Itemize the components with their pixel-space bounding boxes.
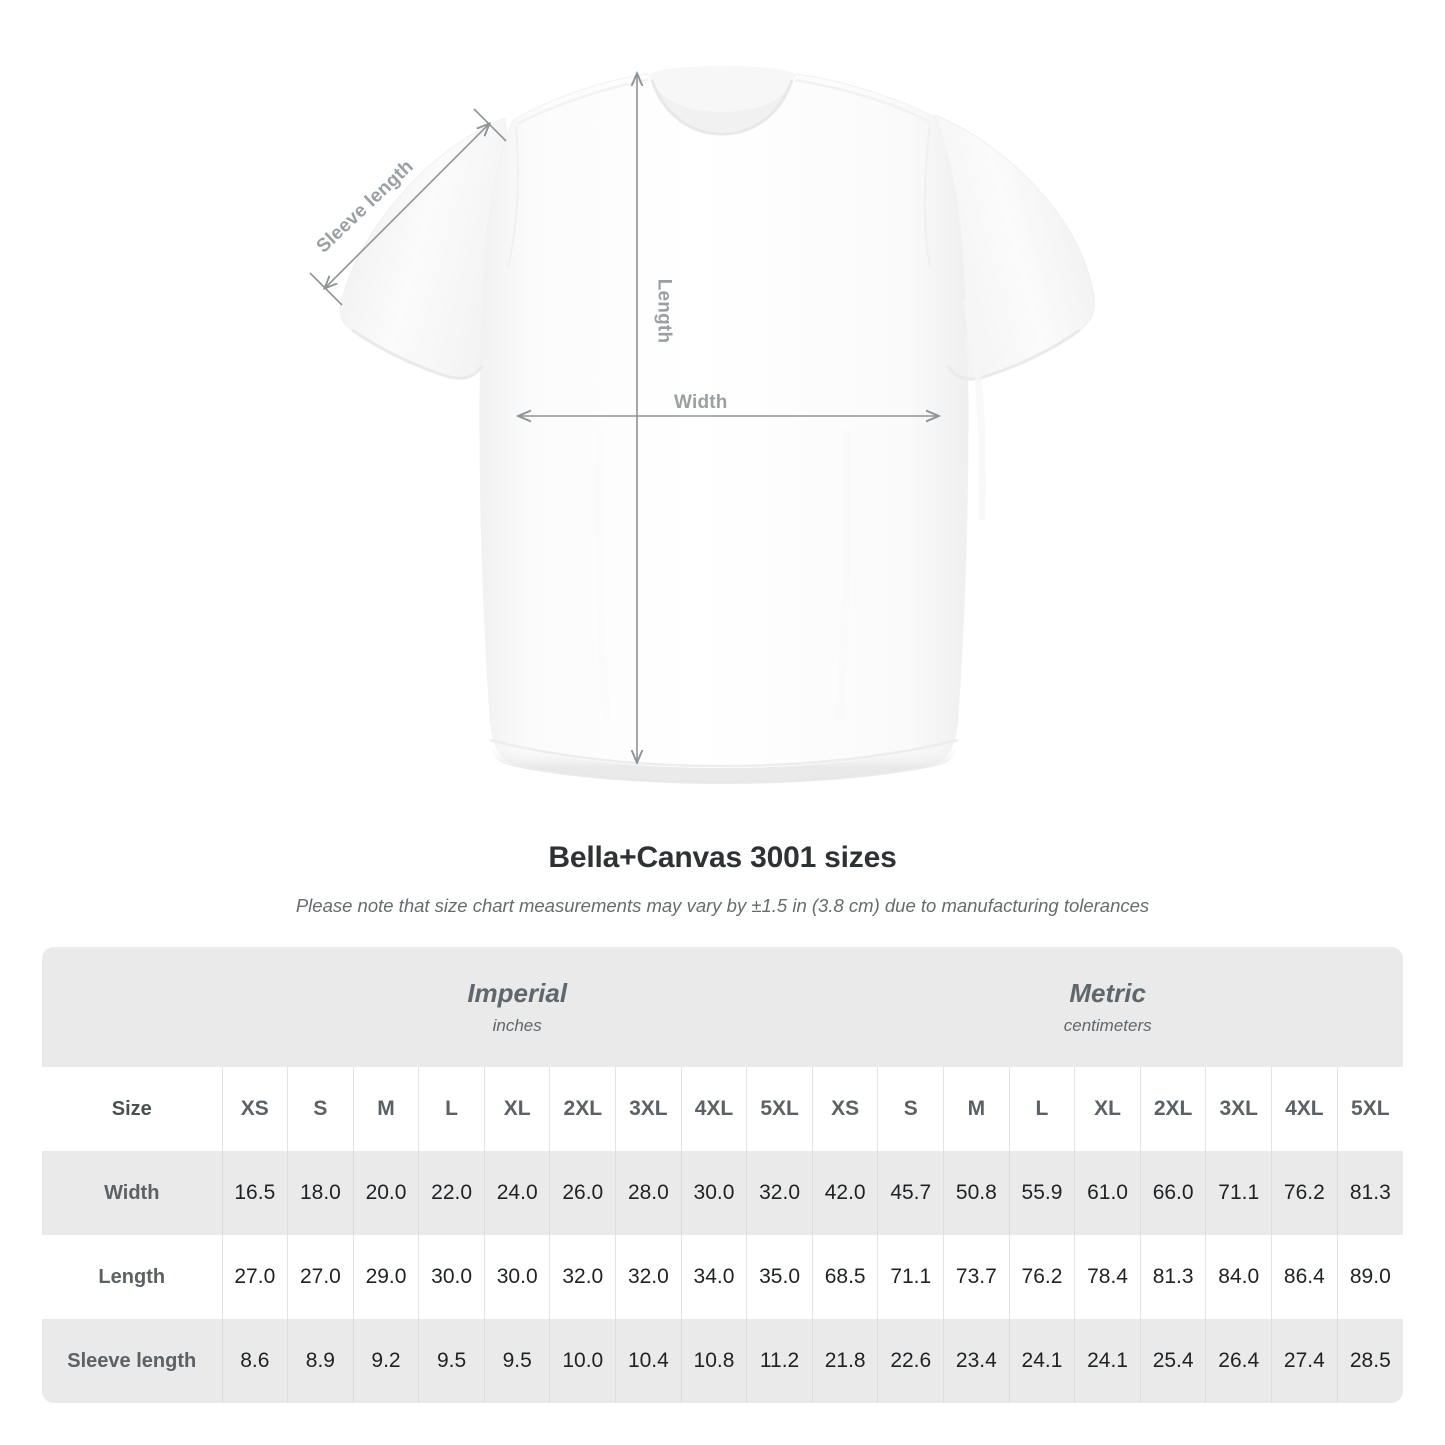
measurement-cell: 22.6 xyxy=(877,1319,944,1403)
measurement-cell: 10.4 xyxy=(615,1319,682,1403)
measurement-cell: 71.1 xyxy=(1205,1151,1272,1235)
unit-banner-row: Imperial inches Metric centimeters xyxy=(42,947,1403,1067)
measurement-cell: 22.0 xyxy=(418,1151,485,1235)
size-header-cell: L xyxy=(418,1067,485,1151)
table-row: Length 27.0 27.0 29.0 30.0 30.0 32.0 32.0 34.0 35… xyxy=(42,1235,1403,1319)
measurement-cell: 34.0 xyxy=(680,1235,747,1319)
size-header-cell: 3XL xyxy=(615,1067,682,1151)
tshirt-illustration xyxy=(309,66,1095,784)
measurement-cell: 78.4 xyxy=(1074,1235,1141,1319)
measurement-cell: 9.2 xyxy=(352,1319,419,1403)
measurement-cell: 32.0 xyxy=(746,1151,813,1235)
measurement-cell: 32.0 xyxy=(615,1235,682,1319)
measurement-cell: 8.6 xyxy=(221,1319,288,1403)
measurement-row-label: Width xyxy=(42,1151,223,1235)
table-row: Sleeve length 8.6 8.9 9.2 9.5 9.5 10.0 10.4 10.8… xyxy=(42,1319,1403,1403)
measurement-cell: 11.2 xyxy=(746,1319,813,1403)
size-header-cell: M xyxy=(352,1067,419,1151)
tshirt-measurement-diagram: Sleeve length Length Width xyxy=(309,66,1095,784)
tolerance-note: Please note that size chart measurements… xyxy=(295,895,1150,916)
size-header-cell: 2XL xyxy=(549,1067,616,1151)
measurement-cell: 73.7 xyxy=(943,1235,1010,1319)
measurement-cell: 28.5 xyxy=(1336,1319,1403,1403)
measurement-cell: 16.5 xyxy=(221,1151,288,1235)
measurement-cell: 45.7 xyxy=(877,1151,944,1235)
table-row: Width 16.5 18.0 20.0 22.0 24.0 26.0 28.0 30.0 32.… xyxy=(42,1151,1403,1235)
measurement-cell: 24.1 xyxy=(1008,1319,1075,1403)
size-header-cell: 3XL xyxy=(1205,1067,1272,1151)
size-header-cell: S xyxy=(287,1067,354,1151)
unit-group-metric: Metric centimeters xyxy=(812,947,1403,1067)
measurement-cell: 27.4 xyxy=(1271,1319,1338,1403)
unit-group-name: Imperial xyxy=(467,977,568,1008)
measurement-cell: 26.0 xyxy=(549,1151,616,1235)
measurement-cell: 9.5 xyxy=(483,1319,550,1403)
measurement-cell: 29.0 xyxy=(352,1235,419,1319)
size-header-cell: XL xyxy=(483,1067,550,1151)
measurement-cell: 30.0 xyxy=(680,1151,747,1235)
measurement-cell: 86.4 xyxy=(1271,1235,1338,1319)
measurement-cell: 84.0 xyxy=(1205,1235,1272,1319)
measurement-cell: 71.1 xyxy=(877,1235,944,1319)
measurement-cell: 76.2 xyxy=(1008,1235,1075,1319)
size-header-cell: XS xyxy=(221,1067,288,1151)
measurement-cell: 61.0 xyxy=(1074,1151,1141,1235)
measurement-cell: 68.5 xyxy=(811,1235,878,1319)
size-chart-table-wrapper: Imperial inches Metric centimeters Size XS S M L… xyxy=(42,947,1403,1403)
measurement-cell: 25.4 xyxy=(1139,1319,1206,1403)
measurement-row-label: Sleeve length xyxy=(42,1319,223,1403)
size-header-cell: XL xyxy=(1074,1067,1141,1151)
unit-group-name: Metric xyxy=(1069,977,1146,1008)
size-header-cell: XS xyxy=(811,1067,878,1151)
measurement-arrows xyxy=(309,74,938,762)
unit-group-subtitle: inches xyxy=(492,1015,542,1035)
measurement-cell: 35.0 xyxy=(746,1235,813,1319)
size-chart-table: Imperial inches Metric centimeters Size XS S M L… xyxy=(42,947,1403,1403)
measurement-cell: 55.9 xyxy=(1008,1151,1075,1235)
size-header-cell: L xyxy=(1008,1067,1075,1151)
unit-banner-spacer xyxy=(42,947,223,1067)
measurement-cell: 42.0 xyxy=(811,1151,878,1235)
unit-group-subtitle: centimeters xyxy=(1063,1015,1152,1035)
measurement-cell: 81.3 xyxy=(1139,1235,1206,1319)
measurement-cell: 32.0 xyxy=(549,1235,616,1319)
size-header-cell: 2XL xyxy=(1139,1067,1206,1151)
unit-group-imperial: Imperial inches xyxy=(222,947,813,1067)
measurement-cell: 26.4 xyxy=(1205,1319,1272,1403)
measurement-cell: 10.0 xyxy=(549,1319,616,1403)
measurement-cell: 89.0 xyxy=(1336,1235,1403,1319)
measurement-cell: 18.0 xyxy=(287,1151,354,1235)
measurement-cell: 27.0 xyxy=(221,1235,288,1319)
measurement-cell: 24.1 xyxy=(1074,1319,1141,1403)
measurement-cell: 21.8 xyxy=(811,1319,878,1403)
size-header-cell: 5XL xyxy=(1336,1067,1403,1151)
measurement-cell: 28.0 xyxy=(615,1151,682,1235)
measurement-cell: 8.9 xyxy=(287,1319,354,1403)
measurement-cell: 30.0 xyxy=(483,1235,550,1319)
size-header-cell: M xyxy=(943,1067,1010,1151)
measurement-cell: 20.0 xyxy=(352,1151,419,1235)
sleeve-length-arrow-icon xyxy=(309,108,507,306)
page-title: Bella+Canvas 3001 sizes xyxy=(548,841,897,874)
measurement-cell: 66.0 xyxy=(1139,1151,1206,1235)
size-header-cell: 4XL xyxy=(1271,1067,1338,1151)
tshirt-body-shape xyxy=(339,66,1095,784)
measurement-cell: 30.0 xyxy=(418,1235,485,1319)
measurement-cell: 10.8 xyxy=(680,1319,747,1403)
measurement-cell: 50.8 xyxy=(943,1151,1010,1235)
size-header-cell: 4XL xyxy=(680,1067,747,1151)
measurement-cell: 76.2 xyxy=(1271,1151,1338,1235)
chart-title-block: Bella+Canvas 3001 sizes Please note that… xyxy=(0,840,1445,918)
measurement-cell: 27.0 xyxy=(287,1235,354,1319)
measurement-cell: 9.5 xyxy=(418,1319,485,1403)
size-header-cell: 5XL xyxy=(746,1067,813,1151)
size-header-label: Size xyxy=(42,1067,223,1151)
size-header-row: Size XS S M L XL 2XL 3XL 4XL 5XL XS S M L XL 2XL 3XL 4XL 5… xyxy=(42,1067,1403,1151)
measurement-row-label: Length xyxy=(42,1235,223,1319)
measurement-cell: 23.4 xyxy=(943,1319,1010,1403)
measurement-cell: 24.0 xyxy=(483,1151,550,1235)
measurement-cell: 81.3 xyxy=(1336,1151,1403,1235)
size-header-cell: S xyxy=(877,1067,944,1151)
